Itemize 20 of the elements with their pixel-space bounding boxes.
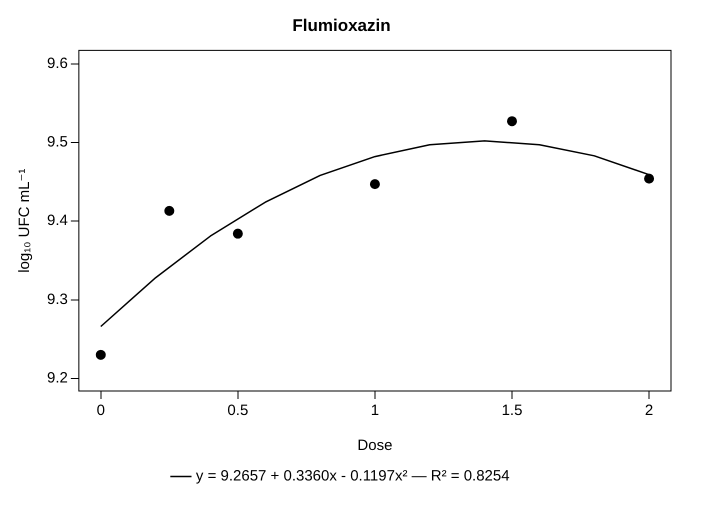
point bbox=[644, 174, 654, 184]
y-tick-label: 9.6 bbox=[46, 54, 68, 72]
chart-title: Flumioxazin bbox=[292, 16, 391, 35]
point bbox=[96, 350, 106, 360]
x-tick-label: 2 bbox=[644, 402, 654, 420]
point bbox=[370, 179, 380, 190]
y-tick-label: 9.5 bbox=[46, 134, 68, 151]
x-tick-label: 1.5 bbox=[502, 402, 522, 420]
point bbox=[232, 228, 243, 239]
y-tick-label: 9.4 bbox=[46, 212, 68, 230]
point bbox=[164, 206, 174, 216]
y-tick-label: 9.2 bbox=[46, 370, 68, 387]
x-tick-label: 1 bbox=[370, 402, 380, 420]
x-tick-label: 0.5 bbox=[227, 402, 248, 420]
x-axis-title: Dose bbox=[357, 437, 392, 454]
point bbox=[506, 116, 517, 126]
y-tick-label: 9.3 bbox=[46, 290, 68, 308]
x-tick-label: 0 bbox=[96, 402, 105, 420]
legend-label: y = 9.2657 + 0.3360x - 0.1197x² — R² = 0.8254 bbox=[196, 468, 510, 485]
y-axis-title: log₁₀ UFC mL⁻¹ bbox=[16, 168, 34, 273]
